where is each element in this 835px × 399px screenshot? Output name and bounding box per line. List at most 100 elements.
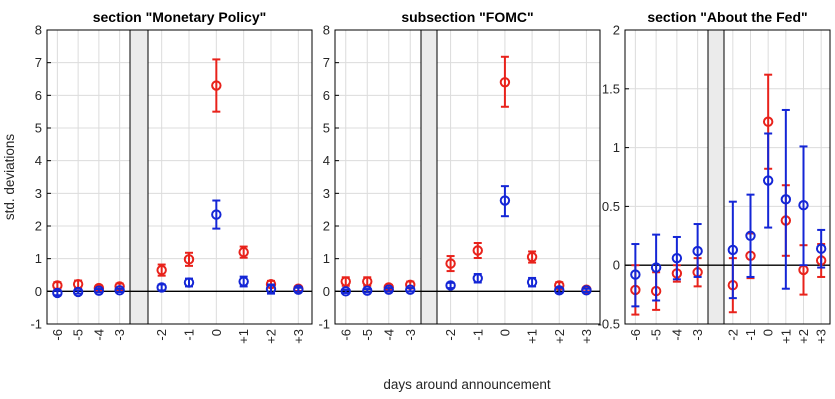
- panel-2: -1 0 1 2 3 4 5 6 7 8 -6 -5 -4 -3 -2 -1 0 +1 +2 +3 subsection…: [318, 9, 601, 344]
- data-point: [156, 282, 167, 293]
- x-tick-label: -3: [403, 329, 418, 341]
- data-point: [526, 276, 538, 288]
- data-point: [211, 80, 222, 91]
- y-tick-label: 3: [35, 186, 42, 201]
- panel-3: -0.500.511.52-6 -5 -4 -3 -2 -1 0 +1 +2 +3section …: [598, 9, 831, 344]
- axes-frame: [334, 29, 601, 325]
- panel-title: section "About the Fed": [647, 9, 807, 25]
- x-tick-label: +3: [291, 329, 306, 344]
- axes-frame: [46, 29, 313, 325]
- data-point: [114, 285, 125, 296]
- y-tick-label: 5: [323, 121, 330, 136]
- y-tick-label: 1.5: [602, 81, 620, 96]
- data-point: [762, 116, 774, 127]
- plot-area: [47, 30, 312, 324]
- x-tick-label: +1: [778, 329, 793, 344]
- x-tick-label: +2: [796, 329, 811, 344]
- x-tick-label: +2: [552, 329, 567, 344]
- data-point: [211, 209, 222, 220]
- data-point: [340, 286, 351, 297]
- x-tick-label: -3: [690, 329, 705, 341]
- x-tick-label: -2: [443, 329, 458, 341]
- y-tick-label: -1: [30, 317, 42, 332]
- y-tick-label: 3: [323, 186, 330, 201]
- data-point: [472, 273, 483, 284]
- data-point: [727, 244, 739, 256]
- data-point: [93, 285, 105, 296]
- data-point: [762, 175, 774, 186]
- panel-title: subsection "FOMC": [401, 9, 533, 25]
- data-point: [798, 200, 809, 211]
- data-point: [362, 285, 373, 296]
- x-tick-label: -4: [381, 329, 396, 341]
- data-point: [630, 269, 641, 280]
- x-tick-label: 0: [497, 329, 512, 336]
- y-tick-label: 5: [35, 121, 42, 136]
- data-point: [293, 284, 304, 295]
- x-tick-label: -1: [743, 329, 758, 341]
- x-tick-label: -4: [91, 329, 106, 341]
- gap-band: [708, 30, 724, 324]
- data-point: [581, 285, 592, 296]
- y-tick-label: 4: [35, 153, 42, 168]
- x-tick-label: -6: [338, 329, 353, 341]
- x-tick-label: 0: [209, 329, 224, 336]
- plot-area: [335, 30, 600, 324]
- y-tick-label: 2: [35, 219, 42, 234]
- y-tick-label: 1: [35, 251, 42, 266]
- data-point: [238, 246, 249, 258]
- data-point: [405, 284, 416, 295]
- x-tick-label: 0: [761, 329, 776, 336]
- x-tick-label: -6: [50, 329, 65, 341]
- data-point: [340, 276, 351, 287]
- y-tick-label: 0: [35, 284, 42, 299]
- y-tick-label: 8: [35, 23, 42, 38]
- data-point: [554, 285, 565, 296]
- y-tick-label: -1: [318, 317, 330, 332]
- data-point: [52, 287, 63, 299]
- y-tick-label: 7: [35, 55, 42, 70]
- data-point: [445, 280, 456, 291]
- y-axis-label: std. deviations: [2, 134, 17, 221]
- x-tick-label: -5: [360, 329, 375, 341]
- data-point: [183, 277, 195, 288]
- x-tick-label: -2: [154, 329, 169, 341]
- y-tick-label: 2: [613, 23, 620, 38]
- data-point: [72, 286, 84, 298]
- x-tick-label: -1: [470, 329, 485, 341]
- data-point: [238, 276, 249, 287]
- data-point: [671, 252, 683, 264]
- gap-band: [130, 30, 148, 324]
- y-tick-label: 1: [323, 251, 330, 266]
- axes-frame: [624, 29, 831, 325]
- y-tick-label: 2: [323, 219, 330, 234]
- y-tick-label: 0: [323, 284, 330, 299]
- y-tick-label: 0: [613, 258, 620, 273]
- x-tick-label: -2: [725, 329, 740, 341]
- y-tick-label: 7: [323, 55, 330, 70]
- y-tick-label: 6: [35, 88, 42, 103]
- data-point: [499, 77, 511, 88]
- x-tick-label: +1: [525, 329, 540, 344]
- x-tick-label: -4: [669, 329, 684, 341]
- data-point: [815, 243, 827, 254]
- x-tick-label: -3: [112, 329, 127, 341]
- x-tick-label: -5: [71, 329, 86, 341]
- data-point: [692, 245, 703, 257]
- x-tick-label: -1: [182, 329, 197, 341]
- data-point: [780, 194, 792, 205]
- x-axis-label: days around announcement: [383, 377, 551, 392]
- x-tick-label: -5: [649, 329, 664, 341]
- x-tick-label: +2: [264, 329, 279, 344]
- gap-band: [421, 30, 437, 324]
- data-point: [526, 251, 538, 263]
- data-point: [745, 230, 756, 242]
- x-tick-label: +3: [579, 329, 594, 344]
- data-point: [183, 254, 195, 265]
- data-point: [499, 195, 511, 206]
- y-tick-label: 6: [323, 88, 330, 103]
- data-point: [472, 245, 483, 256]
- panel-title: section "Monetary Policy": [93, 9, 267, 25]
